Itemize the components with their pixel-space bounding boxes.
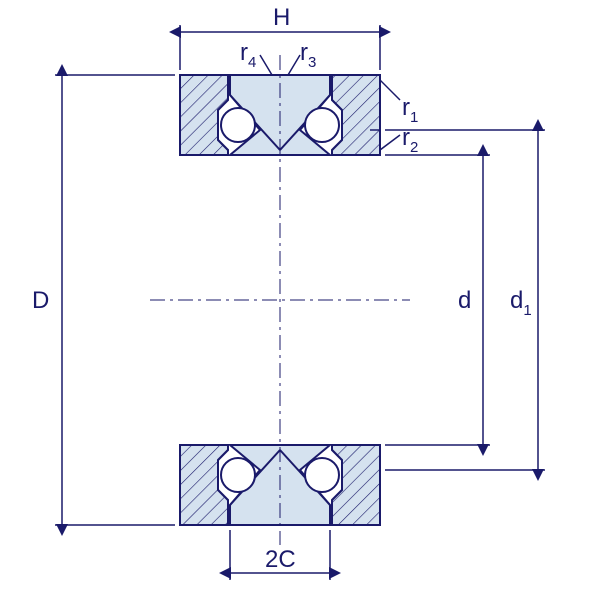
label-d1: d	[510, 287, 523, 314]
label-d: d	[458, 287, 471, 314]
svg-text:r4: r4	[240, 39, 256, 71]
label-D: D	[32, 287, 49, 314]
label-H: H	[273, 4, 290, 31]
svg-text:r3: r3	[300, 39, 316, 71]
svg-text:r2: r2	[402, 124, 418, 156]
label-2C: 2C	[265, 546, 296, 573]
bearing-diagram: H D d d1 2C r4 r3 r1 r2	[0, 0, 600, 600]
svg-text:r1: r1	[402, 94, 418, 126]
svg-text:d1: d1	[510, 287, 532, 319]
dim-d: d	[385, 155, 490, 445]
